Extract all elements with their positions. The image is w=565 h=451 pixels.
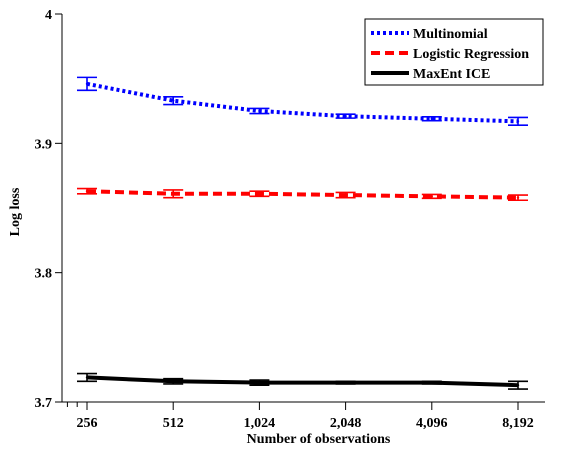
data-point (516, 383, 520, 387)
data-point (430, 195, 433, 198)
data-point (430, 381, 433, 384)
series-maxent-ice (77, 372, 528, 390)
series-line (86, 375, 519, 388)
legend: Multinomial Logistic Regression MaxEnt ICE (364, 18, 544, 86)
data-point (172, 192, 175, 195)
data-point (85, 189, 89, 193)
data-point (258, 192, 261, 195)
axes: 3.7 3.8 3.9 4 256 512 1,024 2,048 4,096 8,192 (35, 8, 545, 431)
legend-label: MaxEnt ICE (413, 67, 490, 82)
error-bar (163, 95, 184, 106)
data-point (172, 99, 175, 102)
error-bar (77, 76, 97, 92)
x-axis-label: Number of observations (247, 432, 391, 447)
series-logistic-regression (77, 187, 528, 202)
error-bar (249, 379, 270, 386)
data-point (516, 196, 520, 199)
error-bar (421, 380, 442, 385)
data-point (344, 114, 347, 118)
error-bar (421, 116, 442, 122)
data-point (258, 109, 261, 113)
y-tick-label: 3.9 (35, 137, 53, 152)
error-bar (249, 107, 270, 115)
data-point (85, 376, 89, 379)
error-bar (335, 380, 356, 385)
error-bar (335, 113, 356, 119)
series-line (86, 81, 519, 124)
y-tick-label: 3.7 (35, 396, 53, 411)
legend-label: Logistic Regression (413, 47, 529, 62)
error-bar (508, 116, 528, 127)
x-tick-label: 256 (77, 416, 98, 431)
data-point (430, 117, 433, 120)
data-point (85, 82, 89, 86)
x-tick-label: 4,096 (416, 416, 448, 431)
series-multinomial (77, 76, 528, 127)
data-point (516, 120, 520, 123)
error-bar (77, 187, 97, 195)
x-tick-label: 8,192 (502, 416, 534, 431)
error-bar (508, 194, 528, 202)
y-axis-label: Log loss (8, 187, 23, 236)
x-tick-label: 2,048 (330, 416, 362, 431)
error-bar (249, 190, 270, 198)
data-point (344, 381, 347, 384)
error-bar (163, 189, 184, 199)
data-point (258, 381, 261, 384)
error-bar (77, 372, 97, 383)
error-bar (508, 380, 528, 390)
x-tick-label: 1,024 (244, 416, 276, 431)
series-layer (77, 76, 528, 390)
y-tick-label: 4 (45, 8, 52, 23)
series-line (86, 189, 519, 200)
y-tick-label: 3.8 (35, 267, 53, 282)
legend-label: Multinomial (413, 27, 488, 42)
data-point (344, 193, 347, 197)
error-bar (335, 191, 356, 199)
data-point (172, 380, 175, 383)
error-bar (163, 377, 184, 385)
error-bar (421, 193, 442, 200)
x-tick-label: 512 (163, 416, 184, 431)
